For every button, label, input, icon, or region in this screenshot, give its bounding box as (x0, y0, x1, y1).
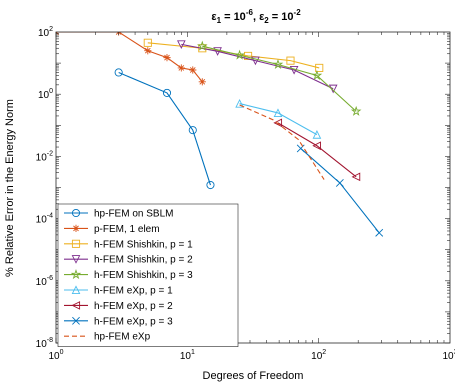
legend-marker (71, 208, 81, 218)
series-1 (56, 32, 206, 86)
legend-label: hp-FEM on SBLM (94, 209, 173, 220)
data-point (272, 58, 284, 70)
y-tick-label: 102 (38, 26, 53, 39)
series-7 (296, 144, 384, 237)
data-point (188, 126, 197, 135)
data-point (234, 49, 245, 60)
data-point (143, 38, 152, 47)
data-point (144, 47, 152, 55)
data-point (198, 78, 206, 86)
data-point (273, 118, 283, 128)
title-eps1-sub: 1 (217, 16, 222, 25)
title-eps2-eq: = 10 (269, 11, 294, 23)
data-point (177, 64, 185, 72)
x-axis-label: Degrees of Freedom (203, 370, 304, 382)
y-tick-label: 10-8 (36, 337, 53, 350)
legend-marker (71, 255, 81, 264)
series-6 (273, 118, 361, 182)
x-tick-label: 100 (48, 349, 63, 362)
legend-label: h-FEM Shishkin, p = 1 (94, 239, 193, 250)
series-0 (114, 68, 215, 190)
data-point (176, 40, 186, 49)
data-point (235, 98, 244, 108)
data-point (350, 105, 362, 116)
y-tick-label: 10-6 (36, 275, 53, 288)
data-point (213, 47, 222, 56)
legend-label: hp-FEM eXp (94, 332, 151, 343)
series-5 (235, 98, 322, 139)
series-line (277, 122, 357, 178)
data-point (311, 69, 323, 80)
data-point (189, 66, 197, 74)
data-point (375, 228, 384, 237)
data-point (351, 172, 361, 182)
legend-item: h-FEM eXp, p = 2 (64, 301, 173, 312)
x-tick-label: 102 (311, 349, 326, 362)
data-point (273, 108, 283, 117)
series-line (147, 42, 320, 69)
legend-item: hp-FEM on SBLM (64, 209, 173, 220)
x-tick-label: 101 (180, 349, 195, 362)
series-4 (197, 40, 362, 116)
series-line (181, 43, 334, 90)
data-point (198, 44, 207, 53)
legend-item: h-FEM Shishkin, p = 3 (64, 269, 193, 281)
data-point (162, 88, 172, 97)
legend-label: h-FEM eXp, p = 2 (94, 301, 173, 312)
data-point (197, 40, 208, 51)
data-point (315, 63, 324, 72)
title-eps1-eq: = 10 (221, 11, 246, 23)
legend: hp-FEM on SBLM p-FEM, 1 elem h-FEM Shishki… (57, 203, 239, 347)
y-tick-label: 10-4 (36, 213, 53, 226)
series-line (239, 104, 325, 180)
title-eps2-symbol: ε (259, 11, 265, 23)
x-tick-label: 103 (442, 349, 455, 362)
legend-item: h-FEM eXp, p = 1 (64, 285, 173, 297)
series-2 (143, 38, 324, 72)
y-axis-label: % Relative Error in the Energy Norm (4, 99, 16, 277)
legend-item: h-FEM Shishkin, p = 2 (64, 255, 193, 266)
data-point (335, 179, 344, 187)
legend-label: h-FEM eXp, p = 3 (94, 316, 173, 327)
title-eps2-sub: 2 (264, 16, 269, 25)
data-point (286, 56, 295, 65)
data-point (206, 180, 215, 190)
legend-label: h-FEM Shishkin, p = 3 (94, 270, 193, 281)
title-sep: , (253, 11, 259, 23)
data-point (114, 68, 123, 77)
legend-marker (72, 224, 80, 232)
legend-marker (71, 301, 81, 310)
legend-item: hp-FEM eXp (64, 332, 151, 343)
series-line (202, 45, 357, 112)
legend-label: h-FEM eXp, p = 1 (94, 286, 173, 297)
legend-box (57, 203, 239, 347)
legend-label: p-FEM, 1 elem (94, 224, 160, 235)
data-point (251, 56, 260, 66)
legend-marker (71, 285, 81, 295)
title-eps1-symbol: ε (211, 11, 217, 23)
y-tick-label: 10-2 (36, 150, 53, 163)
legend-marker (70, 269, 82, 280)
series-line (118, 71, 211, 186)
legend-label: h-FEM Shishkin, p = 2 (94, 255, 193, 266)
legend-item: p-FEM, 1 elem (64, 224, 160, 235)
legend-marker (72, 316, 80, 325)
legend-marker (71, 239, 81, 248)
chart-title: ε1 = 10-6, ε2 = 10-2 (211, 8, 301, 25)
data-point (163, 54, 171, 62)
y-tick-label: 100 (38, 88, 53, 101)
title-eps2-exp: -2 (294, 8, 302, 17)
legend-item: h-FEM Shishkin, p = 1 (64, 239, 193, 250)
data-point (312, 130, 322, 139)
legend-item: h-FEM eXp, p = 3 (64, 316, 173, 327)
data-point (312, 141, 321, 151)
title-eps1-exp: -6 (246, 8, 254, 17)
series-8 (239, 104, 325, 180)
series-line (239, 103, 318, 136)
